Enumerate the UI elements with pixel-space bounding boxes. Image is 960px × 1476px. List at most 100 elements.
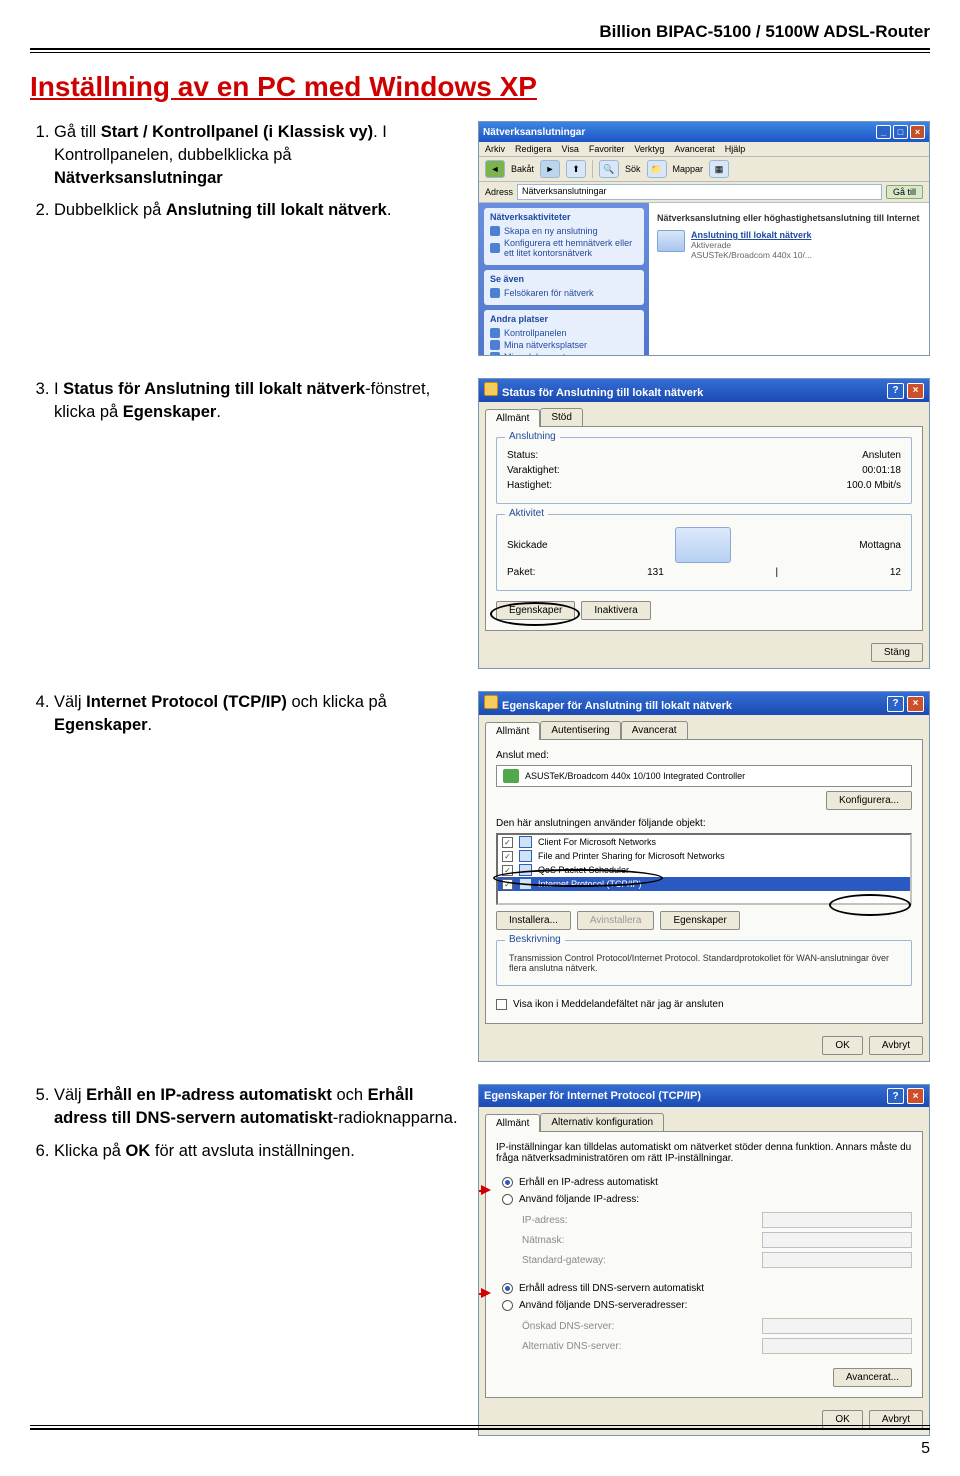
views-icon[interactable]: ▦ — [709, 160, 729, 178]
tab-auth[interactable]: Autentisering — [540, 721, 620, 739]
go-button[interactable]: Gå till — [886, 185, 923, 199]
component-properties-button[interactable]: Egenskaper — [660, 911, 739, 930]
up-button[interactable]: ⬆ — [566, 160, 586, 178]
close-button[interactable]: × — [907, 383, 924, 399]
menu-verktyg[interactable]: Verktyg — [634, 144, 664, 154]
component-client-ms[interactable]: ✓Client For Microsoft Networks — [498, 835, 910, 849]
search-icon[interactable]: 🔍 — [599, 160, 619, 178]
step1-2-text: Gå till Start / Kontrollpanel (i Klassis… — [30, 121, 460, 232]
menu-redigera[interactable]: Redigera — [515, 144, 552, 154]
menu-visa[interactable]: Visa — [562, 144, 579, 154]
netmask-input[interactable] — [762, 1232, 912, 1248]
radio-obtain-ip-auto[interactable]: Erhåll en IP-adress automatiskt — [496, 1174, 912, 1191]
menu-avancerat[interactable]: Avancerat — [674, 144, 714, 154]
packets-received: 12 — [890, 567, 901, 578]
sidebar-panel-title: Andra platser — [490, 314, 638, 327]
step-2: Dubbelklick på Anslutning till lokalt nä… — [54, 199, 460, 222]
address-field[interactable]: Nätverksanslutningar — [517, 184, 882, 200]
maximize-icon[interactable]: □ — [893, 125, 908, 139]
sidebar-link-new-connection[interactable]: Skapa en ny anslutning — [490, 225, 638, 237]
radio-use-ip[interactable]: Använd följande IP-adress: — [496, 1191, 912, 1208]
connect-with-label: Anslut med: — [496, 750, 912, 761]
step3-text: I Status för Anslutning till lokalt nätv… — [30, 378, 460, 434]
dns1-input[interactable] — [762, 1318, 912, 1334]
uninstall-button[interactable]: Avinstallera — [577, 911, 655, 930]
properties-button[interactable]: Egenskaper — [496, 601, 575, 620]
back-button[interactable]: ◄ — [485, 160, 505, 178]
tabstrip: Allmänt Stöd — [479, 402, 929, 426]
tab-support[interactable]: Stöd — [540, 408, 583, 426]
component-file-printer[interactable]: ✓File and Printer Sharing for Microsoft … — [498, 849, 910, 863]
dialog-footer: Stäng — [479, 637, 929, 668]
step-5: Välj Erhåll en IP-adress automatiskt och… — [54, 1084, 460, 1130]
minimize-icon[interactable]: _ — [876, 125, 891, 139]
step-row-2: I Status för Anslutning till lokalt nätv… — [30, 378, 930, 669]
gateway-input[interactable] — [762, 1252, 912, 1268]
radio-icon — [502, 1177, 513, 1188]
sent-label: Skickade — [507, 540, 548, 551]
folders-icon[interactable]: 📁 — [647, 160, 667, 178]
show-tray-icon-checkbox[interactable]: Visa ikon i Meddelandefältet när jag är … — [496, 996, 912, 1013]
sidebar-link-troubleshoot[interactable]: Felsökaren för nätverk — [490, 287, 638, 299]
install-button[interactable]: Installera... — [496, 911, 571, 930]
ok-button[interactable]: OK — [822, 1036, 862, 1055]
menu-favoriter[interactable]: Favoriter — [589, 144, 625, 154]
tab-content: Anslutning Status:Ansluten Varaktighet:0… — [485, 426, 923, 631]
screenshot-network-connections: Nätverksanslutningar _ □ × Arkiv Rediger… — [478, 121, 930, 356]
link-icon — [490, 243, 500, 253]
sidebar-panel-title: Nätverksaktiviteter — [490, 212, 638, 225]
advanced-button[interactable]: Avancerat... — [833, 1368, 912, 1387]
menu-hjalp[interactable]: Hjälp — [725, 144, 746, 154]
checkbox-icon[interactable]: ✓ — [502, 837, 513, 848]
lan-connection-text: Anslutning till lokalt nätverk Aktiverad… — [691, 230, 812, 260]
duration-value: 00:01:18 — [862, 465, 901, 476]
sidebar-link-setup-network[interactable]: Konfigurera ett hemnätverk eller ett lit… — [490, 237, 638, 259]
step-row-1: Gå till Start / Kontrollpanel (i Klassis… — [30, 121, 930, 356]
component-tcpip[interactable]: ✓Internet Protocol (TCP/IP) — [498, 877, 910, 891]
groupbox-description: Beskrivning Transmission Control Protoco… — [496, 940, 912, 986]
radio-icon — [502, 1194, 513, 1205]
step-row-4: Välj Erhåll en IP-adress automatiskt och… — [30, 1084, 930, 1436]
checkbox-icon[interactable]: ✓ — [502, 865, 513, 876]
tab-general[interactable]: Allmänt — [485, 1114, 540, 1132]
disable-button[interactable]: Inaktivera — [581, 601, 650, 620]
configure-button[interactable]: Konfigurera... — [826, 791, 912, 810]
component-icon — [519, 836, 532, 848]
explorer-body: Nätverksaktiviteter Skapa en ny anslutni… — [479, 203, 929, 356]
tab-alt-config[interactable]: Alternativ konfiguration — [540, 1113, 664, 1131]
tab-general[interactable]: Allmänt — [485, 722, 540, 740]
window-title: Nätverksanslutningar — [483, 127, 585, 138]
search-label: Sök — [625, 164, 641, 174]
screenshot-lan-status: Status för Anslutning till lokalt nätver… — [478, 378, 930, 669]
checkbox-icon[interactable]: ✓ — [502, 851, 513, 862]
checkbox-icon[interactable] — [496, 999, 507, 1010]
dns2-input[interactable] — [762, 1338, 912, 1354]
close-icon[interactable]: × — [910, 125, 925, 139]
radio-use-dns[interactable]: Använd följande DNS-serveradresser: — [496, 1297, 912, 1314]
radio-obtain-dns-auto[interactable]: Erhåll adress till DNS-servern automatis… — [496, 1280, 912, 1297]
lan-connection-item[interactable]: Anslutning till lokalt nätverk Aktiverad… — [657, 227, 921, 263]
tab-advanced[interactable]: Avancerat — [621, 721, 688, 739]
step-1: Gå till Start / Kontrollpanel (i Klassis… — [54, 121, 460, 189]
components-listbox[interactable]: ✓Client For Microsoft Networks ✓File and… — [496, 833, 912, 905]
cancel-button[interactable]: Avbryt — [869, 1036, 923, 1055]
tab-general[interactable]: Allmänt — [485, 409, 540, 427]
step-6: Klicka på OK för att avsluta inställning… — [54, 1140, 460, 1163]
help-button[interactable]: ? — [887, 696, 904, 712]
intro-text: IP-inställningar kan tilldelas automatis… — [496, 1142, 912, 1164]
link-icon — [490, 352, 500, 356]
help-button[interactable]: ? — [887, 1088, 904, 1104]
forward-button[interactable]: ► — [540, 160, 560, 178]
sidebar-link-network-places[interactable]: Mina nätverksplatser — [490, 339, 638, 351]
help-button[interactable]: ? — [887, 383, 904, 399]
dialog-title: Egenskaper för Internet Protocol (TCP/IP… — [484, 1090, 701, 1102]
close-button[interactable]: × — [907, 696, 924, 712]
menu-arkiv[interactable]: Arkiv — [485, 144, 505, 154]
ip-address-input[interactable] — [762, 1212, 912, 1228]
checkbox-icon[interactable]: ✓ — [502, 879, 513, 890]
sidebar-link-control-panel[interactable]: Kontrollpanelen — [490, 327, 638, 339]
close-button[interactable]: × — [907, 1088, 924, 1104]
close-button-bottom[interactable]: Stäng — [871, 643, 923, 662]
component-qos[interactable]: ✓QoS Packet Scheduler — [498, 863, 910, 877]
sidebar-link-my-documents[interactable]: Mina dokument — [490, 351, 638, 356]
